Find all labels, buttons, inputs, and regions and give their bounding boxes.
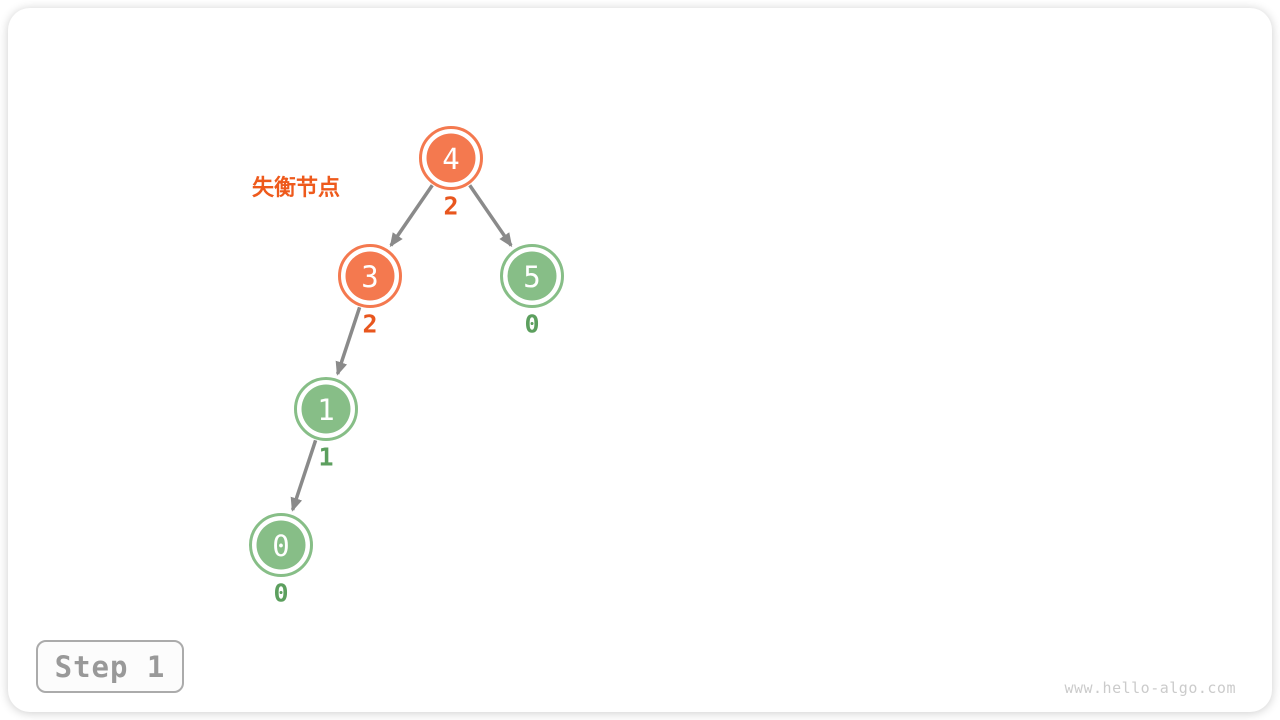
- node-value: 3: [361, 260, 378, 294]
- tree-edge-4-5: [468, 184, 513, 248]
- node-inner-circle: [345, 251, 395, 301]
- node-inner-circle: [301, 384, 351, 434]
- tree-node-1: 11: [294, 377, 358, 472]
- tree-node-4: 42: [419, 126, 483, 221]
- tree-edge-1-0: [290, 439, 318, 512]
- edges-layer: [290, 184, 513, 512]
- watermark: www.hello-algo.com: [1064, 679, 1236, 697]
- node-value: 5: [523, 260, 540, 294]
- balance-factor: 1: [318, 443, 333, 472]
- step-badge-label: Step 1: [54, 649, 166, 684]
- balance-factor: 2: [443, 192, 458, 221]
- tree-edge-3-1: [335, 306, 362, 376]
- balance-factor: 0: [524, 310, 539, 339]
- tree-node-3: 32: [338, 244, 402, 339]
- balance-factor: 2: [362, 310, 377, 339]
- node-value: 1: [317, 393, 334, 427]
- balance-factor: 0: [273, 579, 288, 608]
- node-inner-circle: [426, 133, 476, 183]
- node-value: 0: [272, 529, 289, 563]
- node-value: 4: [442, 142, 459, 176]
- step-badge: Step 1: [36, 640, 184, 693]
- node-inner-circle: [507, 251, 557, 301]
- diagram-card: [8, 8, 1272, 712]
- unbalanced-node-label: 失衡节点: [252, 175, 341, 200]
- tree-node-5: 50: [500, 244, 564, 339]
- tree-node-0: 00: [249, 513, 313, 608]
- tree-edge-4-3: [389, 184, 434, 248]
- node-inner-circle: [256, 520, 306, 570]
